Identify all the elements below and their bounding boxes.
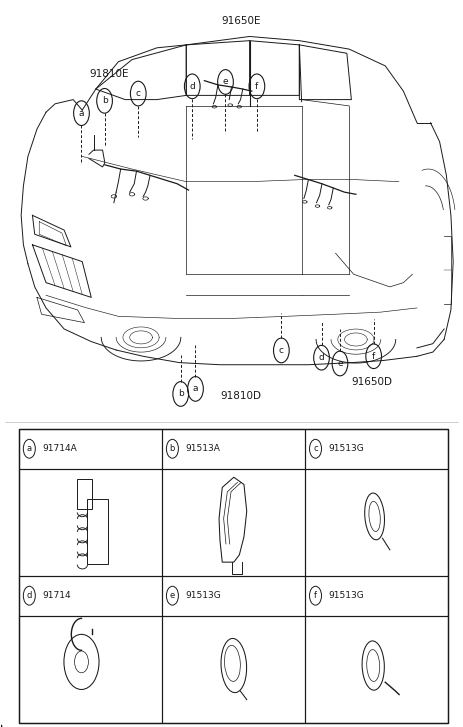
Bar (19, 576, 162, 616)
Text: 91810D: 91810D (220, 391, 261, 401)
Text: d: d (27, 591, 32, 601)
Bar (19, 616, 162, 723)
Bar (162, 429, 306, 469)
Bar (306, 576, 449, 616)
Bar (19, 429, 162, 469)
Text: 91513G: 91513G (328, 444, 364, 453)
Text: b: b (170, 444, 175, 453)
Text: 91810E: 91810E (89, 69, 129, 79)
Text: e: e (223, 78, 228, 87)
Bar (306, 616, 449, 723)
Bar (306, 429, 449, 469)
Text: 91513G: 91513G (185, 591, 221, 601)
Text: c: c (279, 346, 284, 355)
Text: 91650D: 91650D (351, 377, 393, 387)
Bar (162, 576, 306, 616)
Text: b: b (178, 390, 184, 398)
Text: 91513A: 91513A (185, 444, 220, 453)
Text: c: c (136, 89, 141, 98)
Text: f: f (255, 82, 258, 91)
Text: d: d (319, 353, 325, 362)
Text: a: a (79, 108, 84, 118)
Text: a: a (193, 385, 198, 393)
Text: 91714: 91714 (42, 591, 71, 601)
Bar (306, 469, 449, 576)
Bar (19, 469, 162, 576)
Text: 91513G: 91513G (328, 591, 364, 601)
Bar (162, 616, 306, 723)
Bar (19, 429, 449, 723)
Text: f: f (372, 352, 375, 361)
Text: 91714A: 91714A (42, 444, 77, 453)
Text: a: a (27, 444, 32, 453)
Text: e: e (170, 591, 175, 601)
Text: d: d (189, 82, 195, 91)
Bar (162, 469, 306, 576)
Text: b: b (102, 97, 107, 105)
Text: c: c (313, 444, 318, 453)
Text: 91650E: 91650E (221, 16, 261, 26)
Text: e: e (337, 359, 343, 368)
Text: f: f (314, 591, 317, 601)
